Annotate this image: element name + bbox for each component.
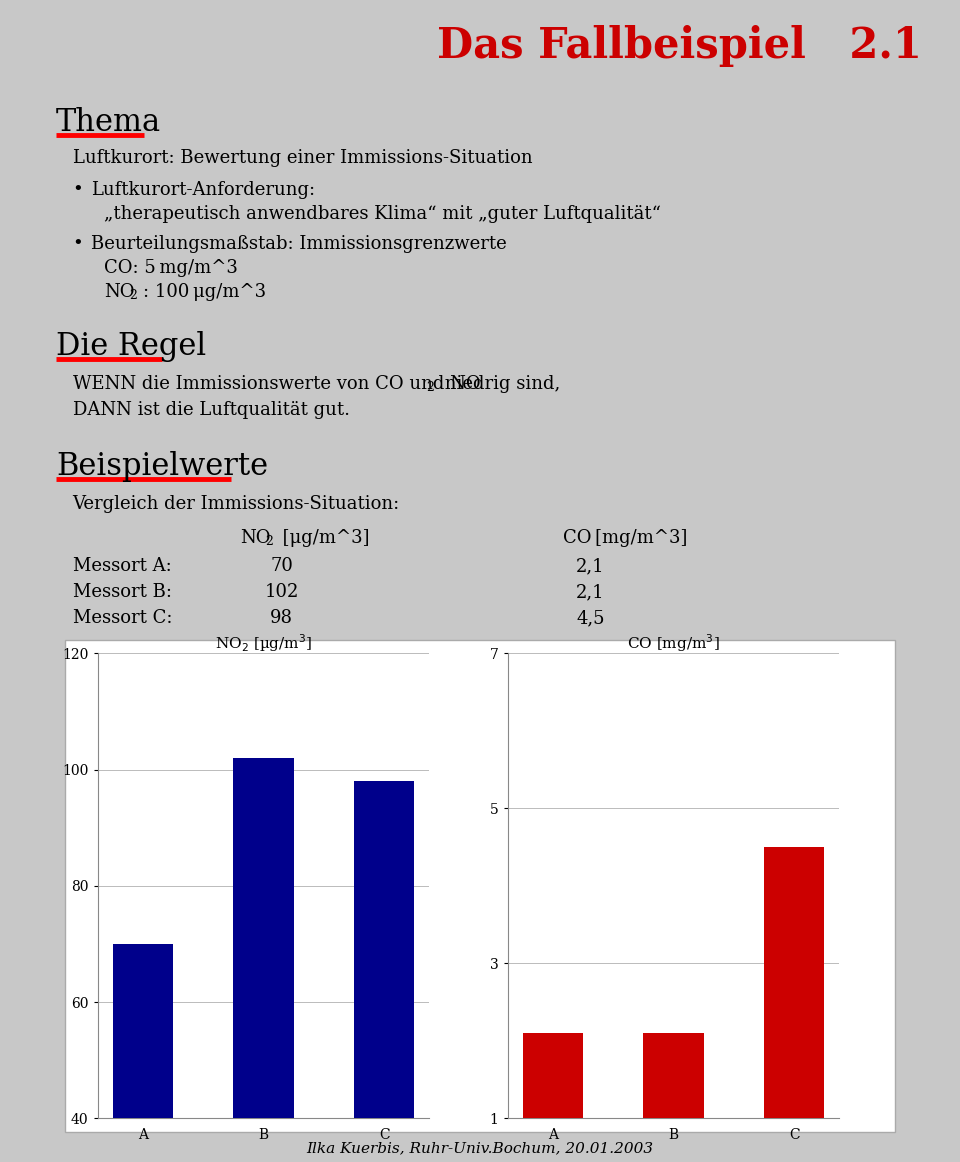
Text: Vergleich der Immissions-Situation:: Vergleich der Immissions-Situation: xyxy=(73,495,400,514)
Bar xyxy=(354,781,414,1162)
Text: Messort C:: Messort C: xyxy=(73,610,172,627)
Text: Die Regel: Die Regel xyxy=(56,331,206,363)
Text: Ilka Kuerbis, Ruhr-Univ.Bochum, 20.01.2003: Ilka Kuerbis, Ruhr-Univ.Bochum, 20.01.20… xyxy=(306,1141,654,1155)
Text: 2: 2 xyxy=(426,381,435,394)
Text: Das Fallbeispiel   2.1: Das Fallbeispiel 2.1 xyxy=(437,26,922,67)
Text: Luftkurort-Anforderung:: Luftkurort-Anforderung: xyxy=(91,181,315,200)
Text: 2: 2 xyxy=(129,289,136,302)
Text: •: • xyxy=(73,236,84,253)
Text: 70: 70 xyxy=(271,558,294,575)
Text: [μg/m^3]: [μg/m^3] xyxy=(279,530,370,547)
Text: 102: 102 xyxy=(265,583,300,602)
Text: 2: 2 xyxy=(265,536,274,548)
Text: 4,5: 4,5 xyxy=(576,610,605,627)
Text: DANN ist die Luftqualität gut.: DANN ist die Luftqualität gut. xyxy=(73,402,349,419)
Text: 2,1: 2,1 xyxy=(576,583,605,602)
Bar xyxy=(764,847,825,1162)
Text: Messort B:: Messort B: xyxy=(73,583,172,602)
Title: NO$_2$ [µg/m$^3$]: NO$_2$ [µg/m$^3$] xyxy=(215,632,312,654)
Text: : 100 μg/m^3: : 100 μg/m^3 xyxy=(143,284,266,301)
Text: niedrig sind,: niedrig sind, xyxy=(440,375,561,394)
Text: Luftkurort: Bewertung einer Immissions-Situation: Luftkurort: Bewertung einer Immissions-S… xyxy=(73,150,532,167)
Text: Thema: Thema xyxy=(56,107,161,138)
Bar xyxy=(233,758,294,1162)
Text: •: • xyxy=(73,181,84,200)
Bar xyxy=(643,1033,704,1162)
Bar xyxy=(523,1033,583,1162)
Text: Beispielwerte: Beispielwerte xyxy=(56,452,268,482)
Text: NO: NO xyxy=(104,284,134,301)
Text: WENN die Immissionswerte von CO und NO: WENN die Immissionswerte von CO und NO xyxy=(73,375,480,394)
Text: 98: 98 xyxy=(271,610,294,627)
Text: NO: NO xyxy=(240,530,271,547)
FancyBboxPatch shape xyxy=(65,640,895,1132)
Text: Messort A:: Messort A: xyxy=(73,558,172,575)
Text: 2,1: 2,1 xyxy=(576,558,605,575)
Text: CO [mg/m^3]: CO [mg/m^3] xyxy=(563,530,687,547)
Bar xyxy=(112,944,173,1162)
Text: Beurteilungsmaßstab: Immissionsgrenzwerte: Beurteilungsmaßstab: Immissionsgrenzwert… xyxy=(91,236,507,253)
Text: CO: 5 mg/m^3: CO: 5 mg/m^3 xyxy=(104,259,238,278)
Title: CO [mg/m$^3$]: CO [mg/m$^3$] xyxy=(627,632,720,654)
Text: „therapeutisch anwendbares Klima“ mit „guter Luftqualität“: „therapeutisch anwendbares Klima“ mit „g… xyxy=(104,206,660,223)
